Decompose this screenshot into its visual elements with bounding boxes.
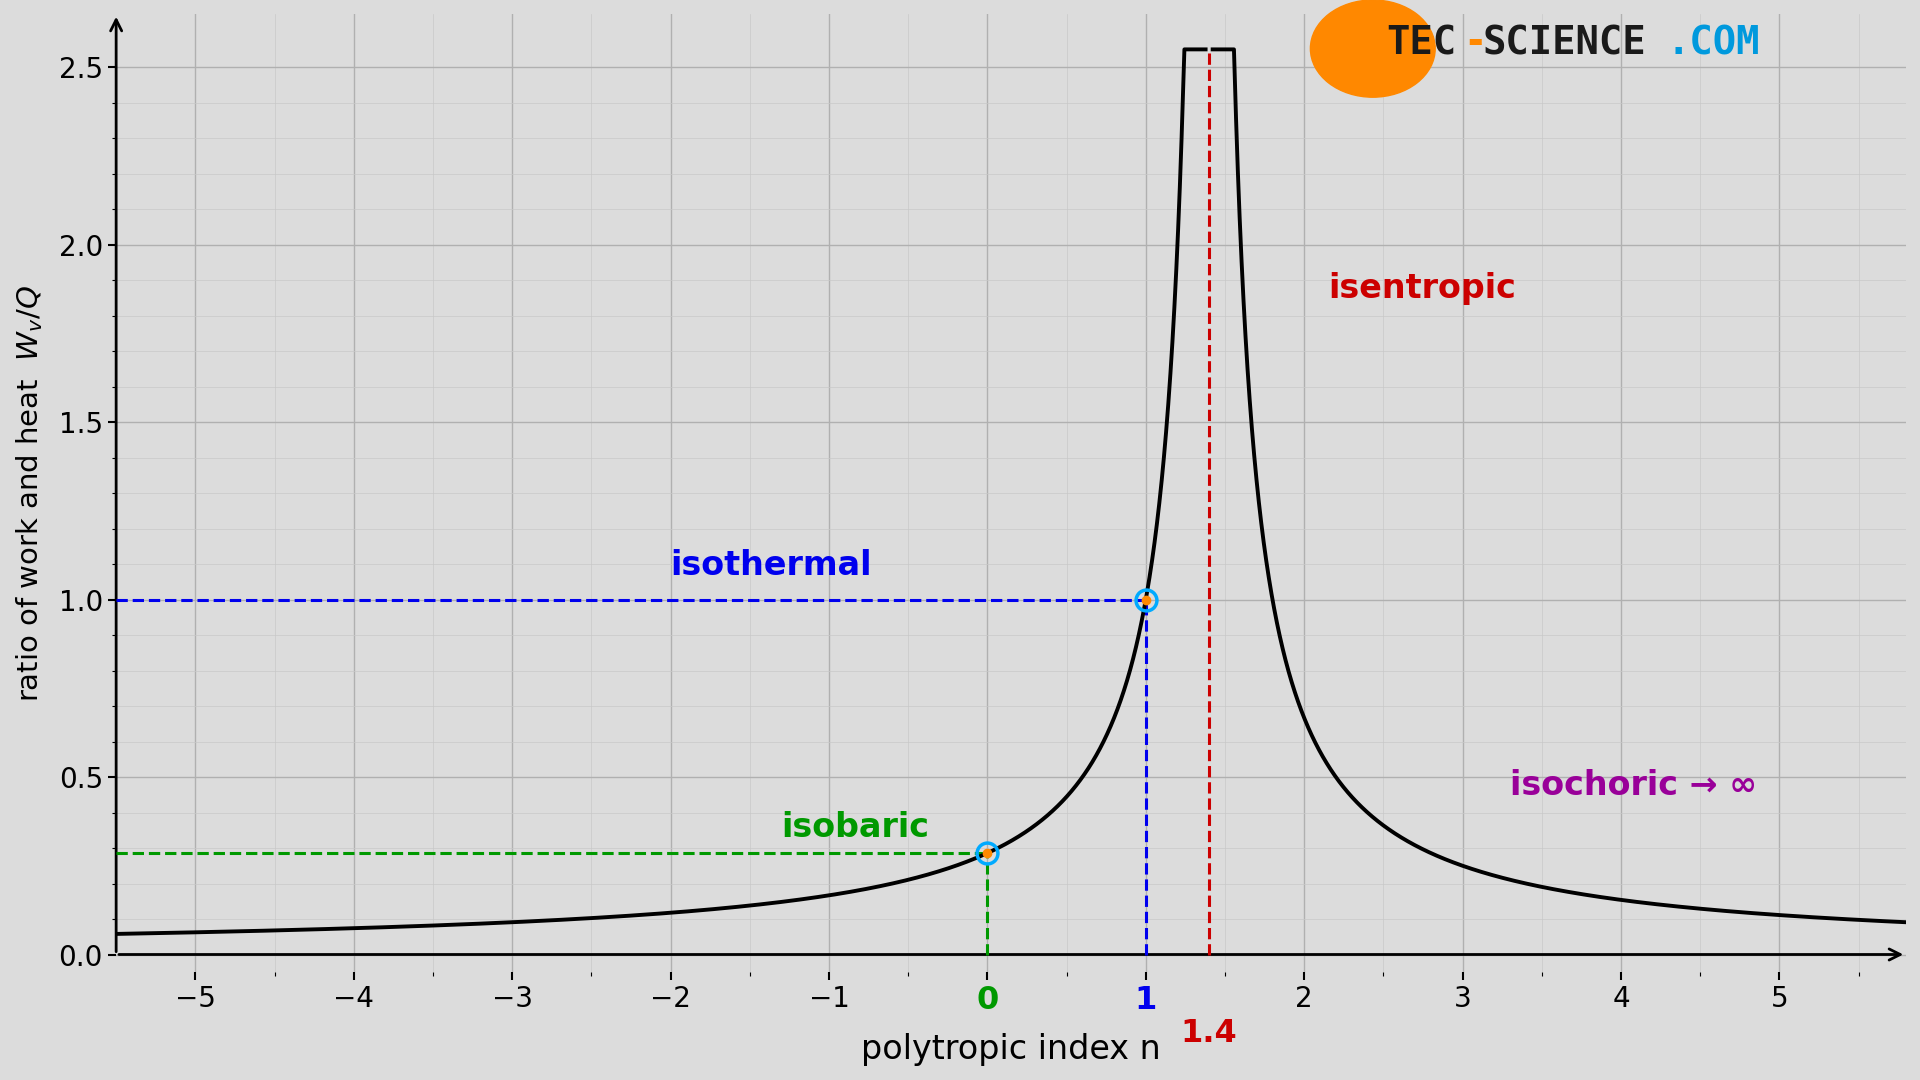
Text: isentropic: isentropic [1329,272,1515,305]
Text: -: - [1463,24,1486,63]
Text: .COM: .COM [1667,24,1761,63]
X-axis label: polytropic index n: polytropic index n [862,1034,1162,1066]
Text: isobaric: isobaric [781,811,929,845]
Text: 1.4: 1.4 [1181,1018,1238,1050]
Text: isochoric → ∞: isochoric → ∞ [1511,769,1757,801]
Text: TEC: TEC [1386,24,1457,63]
Text: isothermal: isothermal [670,549,872,582]
Text: SCIENCE: SCIENCE [1482,24,1645,63]
Y-axis label: ratio of work and heat  $W_v/Q$: ratio of work and heat $W_v/Q$ [13,285,44,702]
